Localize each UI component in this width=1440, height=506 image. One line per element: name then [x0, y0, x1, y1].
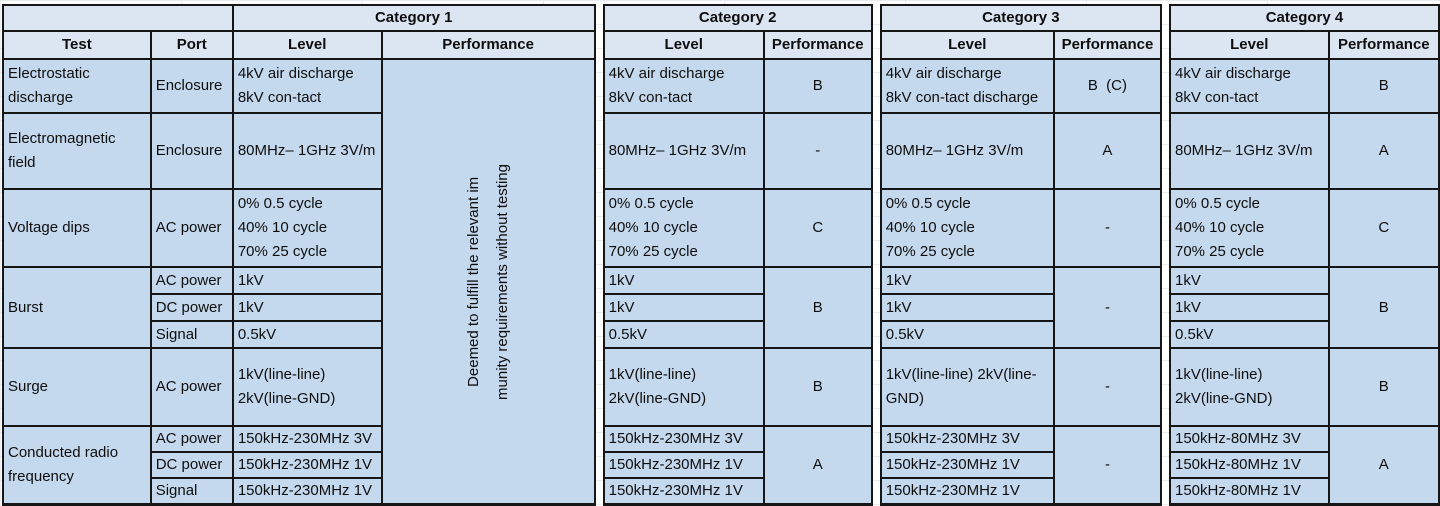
cell-perf-cat4-emf: A: [1327, 112, 1440, 190]
cell-perf-cat2-dips: C: [762, 188, 873, 268]
cell-perf-cat4-surge: B: [1327, 347, 1440, 427]
cell-level-cat3-surge: 1kV(line-line) 2kV(line-GND): [879, 347, 1055, 427]
cell-level-cat3-burst-signal: 0.5kV: [879, 320, 1055, 349]
cell-level-cat2-crf-signal: 150kHz-230MHz 1V: [602, 477, 765, 506]
cell-level-cat1-esd: 4kV air discharge 8kV con-tact: [231, 58, 383, 114]
table-block-category-3: Category 3 Level Performance 4kV air dis…: [879, 4, 1162, 506]
cell-level-cat2-crf-ac: 150kHz-230MHz 3V: [602, 425, 765, 453]
cell-port-burst-dc: DC power: [149, 293, 234, 322]
cell-port-crf-signal: Signal: [149, 477, 234, 506]
cell-port-dips: AC power: [149, 188, 234, 268]
cell-level-cat3-crf-ac: 150kHz-230MHz 3V: [879, 425, 1055, 453]
cell-perf-cat2-surge: B: [762, 347, 873, 427]
cell-level-cat1-burst-signal: 0.5kV: [231, 320, 383, 349]
cell-level-cat4-dips: 0% 0.5 cycle 40% 10 cycle 70% 25 cycle: [1168, 188, 1330, 268]
cell-level-cat1-dips: 0% 0.5 cycle 40% 10 cycle 70% 25 cycle: [231, 188, 383, 268]
cell-perf-cat2-emf: -: [762, 112, 873, 190]
cell-perf-cat4-crf: A: [1327, 425, 1440, 506]
table-block-category-2: Category 2 Level Performance 4kV air dis…: [602, 4, 873, 506]
cell-perf-cat1-note: Deemed to fulfill the relevant im munity…: [380, 58, 596, 506]
col-header-level-cat4: Level: [1168, 30, 1330, 60]
cell-level-cat1-crf-dc: 150kHz-230MHz 1V: [231, 451, 383, 479]
cell-perf-cat2-burst: B: [762, 266, 873, 349]
cell-level-cat3-crf-signal: 150kHz-230MHz 1V: [879, 477, 1055, 506]
cell-perf-cat3-esd: B (C): [1052, 58, 1162, 114]
cell-level-cat2-surge: 1kV(line-line) 2kV(line-GND): [602, 347, 765, 427]
cell-port-burst-ac: AC power: [149, 266, 234, 295]
cell-port-burst-signal: Signal: [149, 320, 234, 349]
col-header-level-cat1: Level: [231, 30, 383, 60]
cell-level-cat1-emf: 80MHz– 1GHz 3V/m: [231, 112, 383, 190]
col-header-test: Test: [2, 30, 152, 60]
cell-perf-cat3-crf: -: [1052, 425, 1162, 506]
cell-level-cat2-dips: 0% 0.5 cycle 40% 10 cycle 70% 25 cycle: [602, 188, 765, 268]
cell-level-cat3-burst-dc: 1kV: [879, 293, 1055, 322]
cell-level-cat1-crf-signal: 150kHz-230MHz 1V: [231, 477, 383, 506]
cell-level-cat1-surge: 1kV(line-line) 2kV(line-GND): [231, 347, 383, 427]
cell-perf-cat2-esd: B: [762, 58, 873, 114]
table-block-category-4: Category 4 Level Performance 4kV air dis…: [1168, 4, 1440, 506]
category-4-title: Category 4: [1168, 4, 1440, 32]
cell-level-cat1-crf-ac: 150kHz-230MHz 3V: [231, 425, 383, 453]
table-block-tests-category-1: Category 1 Test Port Level Performance E…: [2, 4, 596, 506]
cell-perf-cat2-crf: A: [762, 425, 873, 506]
col-header-performance-cat1: Performance: [380, 30, 596, 60]
category-2-title: Category 2: [602, 4, 873, 32]
cell-test-surge: Surge: [2, 347, 152, 427]
category-3-title: Category 3: [879, 4, 1162, 32]
cell-perf-cat3-emf: A: [1052, 112, 1162, 190]
cell-level-cat4-burst-dc: 1kV: [1168, 293, 1330, 322]
cell-level-cat2-crf-dc: 150kHz-230MHz 1V: [602, 451, 765, 479]
cell-level-cat3-esd: 4kV air discharge 8kV con-tact discharge: [879, 58, 1055, 114]
cell-test-emf: Electromagnetic field: [2, 112, 152, 190]
cell-level-cat4-crf-dc: 150kHz-80MHz 1V: [1168, 451, 1330, 479]
cell-port-crf-dc: DC power: [149, 451, 234, 479]
cell-level-cat4-crf-signal: 150kHz-80MHz 1V: [1168, 477, 1330, 506]
cell-port-surge: AC power: [149, 347, 234, 427]
col-header-port: Port: [149, 30, 234, 60]
cell-level-cat4-crf-ac: 150kHz-80MHz 3V: [1168, 425, 1330, 453]
cell-port-emf: Enclosure: [149, 112, 234, 190]
cell-port-esd: Enclosure: [149, 58, 234, 114]
cell-level-cat1-burst-dc: 1kV: [231, 293, 383, 322]
cell-level-cat2-burst-ac: 1kV: [602, 266, 765, 295]
cell-level-cat4-surge: 1kV(line-line) 2kV(line-GND): [1168, 347, 1330, 427]
cell-level-cat2-burst-dc: 1kV: [602, 293, 765, 322]
col-header-performance-cat4: Performance: [1327, 30, 1440, 60]
col-header-performance-cat2: Performance: [762, 30, 873, 60]
cell-level-cat2-esd: 4kV air discharge 8kV con-tact: [602, 58, 765, 114]
corner-cell: [2, 4, 234, 32]
cell-test-crf: Conducted radio frequency: [2, 425, 152, 506]
cell-port-crf-ac: AC power: [149, 425, 234, 453]
col-header-level-cat2: Level: [602, 30, 765, 60]
cell-level-cat4-emf: 80MHz– 1GHz 3V/m: [1168, 112, 1330, 190]
cell-level-cat3-burst-ac: 1kV: [879, 266, 1055, 295]
cell-level-cat3-emf: 80MHz– 1GHz 3V/m: [879, 112, 1055, 190]
emc-immunity-table: Category 1 Test Port Level Performance E…: [2, 4, 1440, 506]
cell-perf-cat3-surge: -: [1052, 347, 1162, 427]
cell-level-cat3-crf-dc: 150kHz-230MHz 1V: [879, 451, 1055, 479]
cell-level-cat2-emf: 80MHz– 1GHz 3V/m: [602, 112, 765, 190]
cell-perf-cat4-esd: B: [1327, 58, 1440, 114]
cell-perf-cat3-dips: -: [1052, 188, 1162, 268]
cell-test-burst: Burst: [2, 266, 152, 349]
col-header-performance-cat3: Performance: [1052, 30, 1162, 60]
cell-level-cat4-burst-signal: 0.5kV: [1168, 320, 1330, 349]
col-header-level-cat3: Level: [879, 30, 1055, 60]
rotated-note-text: Deemed to fulfill the relevant im munity…: [465, 163, 512, 400]
cell-level-cat4-esd: 4kV air discharge 8kV con-tact: [1168, 58, 1330, 114]
category-1-title: Category 1: [231, 4, 596, 32]
cell-perf-cat4-dips: C: [1327, 188, 1440, 268]
cell-level-cat3-dips: 0% 0.5 cycle 40% 10 cycle 70% 25 cycle: [879, 188, 1055, 268]
cell-level-cat2-burst-signal: 0.5kV: [602, 320, 765, 349]
cell-perf-cat4-burst: B: [1327, 266, 1440, 349]
cell-test-esd: Electrostatic discharge: [2, 58, 152, 114]
cell-level-cat1-burst-ac: 1kV: [231, 266, 383, 295]
cell-test-dips: Voltage dips: [2, 188, 152, 268]
cell-perf-cat3-burst: -: [1052, 266, 1162, 349]
cell-level-cat4-burst-ac: 1kV: [1168, 266, 1330, 295]
